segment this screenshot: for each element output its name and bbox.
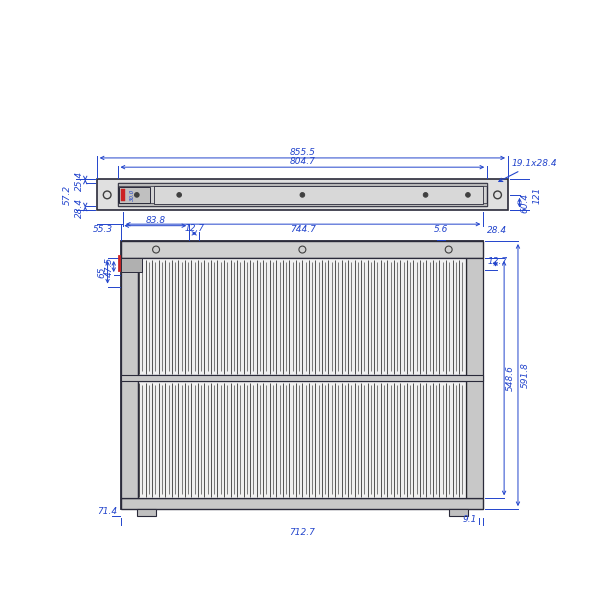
Text: 71.4: 71.4 (97, 508, 117, 517)
Circle shape (466, 193, 470, 197)
Circle shape (299, 246, 306, 253)
Text: 28.4: 28.4 (487, 226, 507, 235)
Bar (119, 187, 150, 203)
Bar (154, 186, 483, 204)
Circle shape (135, 193, 139, 197)
Text: 30.0: 30.0 (130, 189, 136, 201)
Bar (122, 241, 483, 258)
Bar (120, 189, 124, 201)
Text: 5.6: 5.6 (434, 225, 448, 234)
Bar (448, 509, 468, 516)
Text: 744.7: 744.7 (290, 225, 316, 234)
Text: 55.3: 55.3 (93, 225, 113, 234)
Text: 121: 121 (533, 186, 542, 203)
Text: 65: 65 (98, 267, 107, 278)
Circle shape (300, 193, 304, 197)
Bar (122, 241, 483, 509)
Text: 83.8: 83.8 (145, 216, 165, 225)
Bar (117, 183, 487, 186)
Bar (139, 258, 466, 375)
Text: 804.7: 804.7 (290, 157, 315, 166)
Bar (117, 183, 487, 206)
Text: 60.4: 60.4 (520, 193, 529, 213)
Text: 9.1: 9.1 (463, 515, 477, 524)
Text: 855.5: 855.5 (290, 148, 315, 157)
Text: 12.7: 12.7 (487, 257, 507, 266)
Bar (466, 258, 483, 498)
Circle shape (445, 246, 452, 253)
Bar (122, 375, 483, 381)
Text: 12.7: 12.7 (184, 224, 204, 233)
Bar (97, 180, 508, 210)
Text: 548.6: 548.6 (506, 365, 514, 391)
Bar (122, 258, 142, 272)
Circle shape (177, 193, 182, 197)
Circle shape (153, 246, 159, 253)
Text: 19.1x28.4: 19.1x28.4 (499, 158, 558, 181)
Text: 28.4: 28.4 (76, 199, 84, 219)
Bar (122, 258, 139, 498)
Text: 57.2: 57.2 (63, 185, 72, 205)
Text: 712.7: 712.7 (290, 528, 315, 537)
Text: 591.8: 591.8 (520, 362, 529, 388)
Bar (117, 203, 487, 206)
Circle shape (423, 193, 428, 197)
Text: 47.5: 47.5 (104, 256, 114, 277)
Bar (139, 381, 466, 498)
Bar (122, 498, 483, 509)
Bar (137, 509, 156, 516)
Text: 25.4: 25.4 (76, 171, 84, 191)
